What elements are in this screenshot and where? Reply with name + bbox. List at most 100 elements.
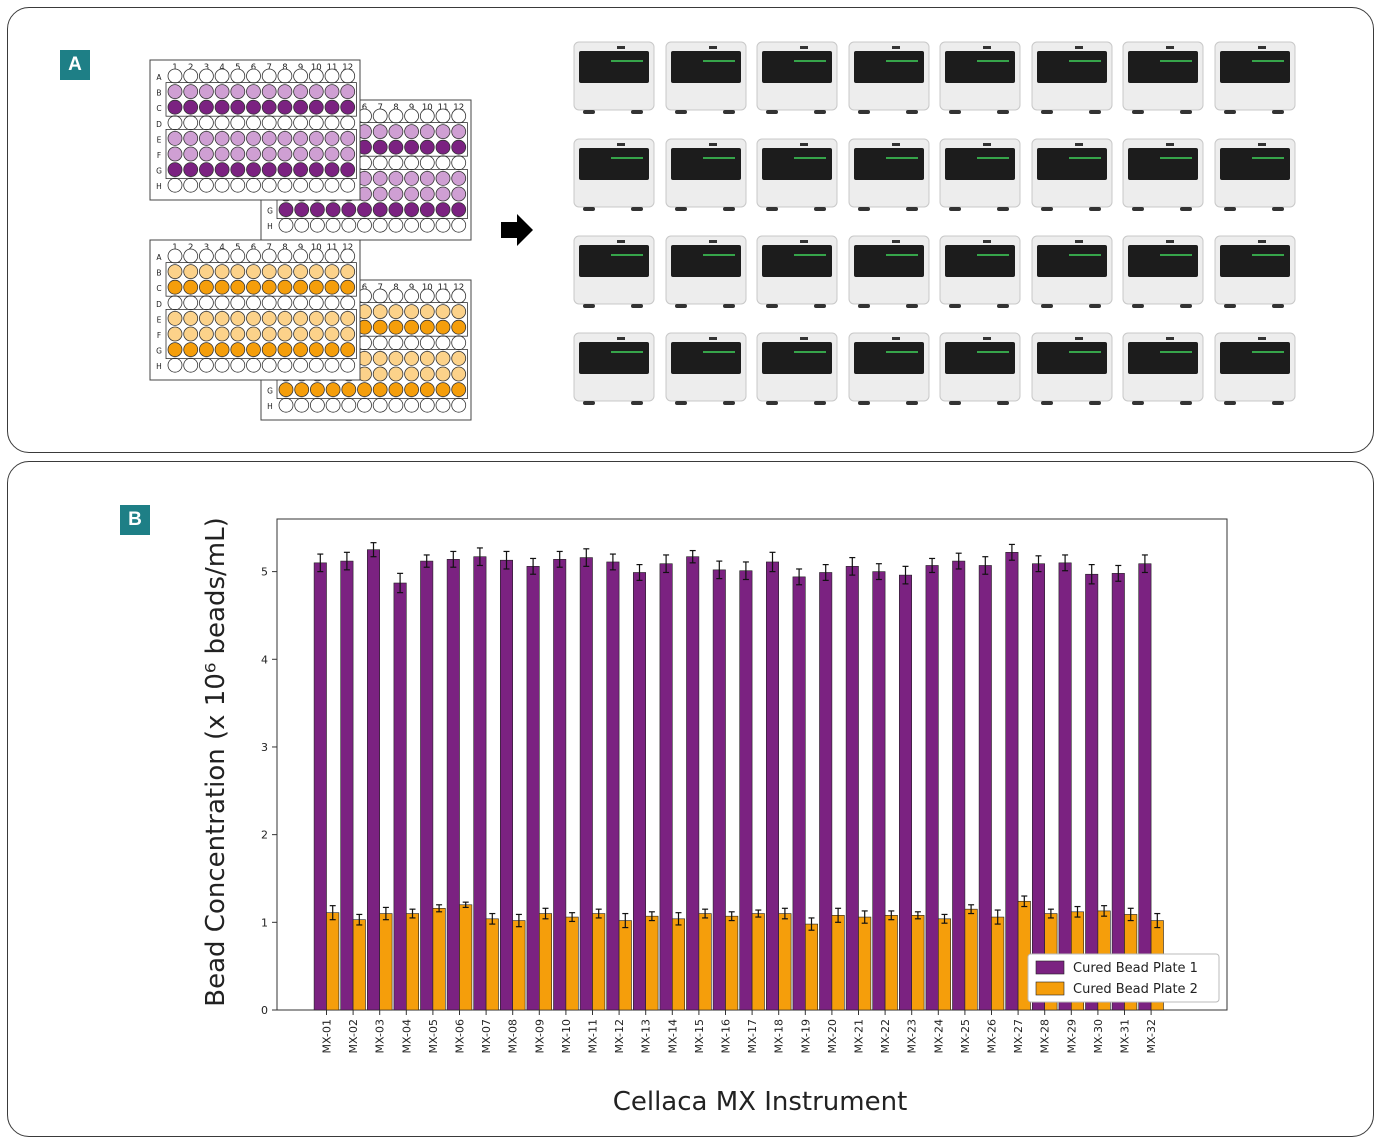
plate-well (293, 357, 309, 373)
plate-column-label: 3 (204, 63, 209, 73)
plate-column-label: 11 (438, 103, 449, 113)
plate-well (357, 397, 372, 413)
plate-well (308, 357, 324, 373)
plate-column-label: 2 (188, 63, 193, 73)
plate-well (167, 177, 183, 193)
plate-well (199, 279, 214, 295)
plate-row-label: G (156, 347, 162, 356)
plate-column-label: 12 (342, 63, 353, 73)
plate-well (324, 248, 340, 264)
plate-well (277, 357, 293, 373)
plate-well (293, 84, 309, 100)
plate-well (341, 217, 357, 233)
plate-well (230, 131, 246, 146)
plate-well (167, 146, 183, 162)
plate-column-label: 11 (327, 243, 338, 253)
plate-well (294, 202, 310, 217)
plate-well (167, 68, 183, 84)
plate-well (246, 162, 261, 177)
plate-well (451, 304, 467, 320)
plate-well (183, 295, 199, 311)
plate-well (246, 295, 261, 311)
plate-well (340, 264, 356, 280)
plate-well (404, 351, 420, 366)
plate-well (261, 248, 277, 264)
plate-well (230, 162, 246, 177)
plate-well (167, 279, 183, 295)
plate-well (340, 146, 356, 162)
plate-row-label: H (267, 222, 273, 231)
plate-well (325, 397, 341, 413)
plate-well (199, 162, 214, 177)
plate-well (183, 264, 199, 280)
plate-well (294, 397, 310, 413)
plate-well (308, 162, 324, 177)
plate-well (340, 115, 356, 131)
plate-well (230, 264, 246, 280)
plate-well (451, 351, 467, 366)
plate-well (372, 351, 388, 366)
cellaca-mx-instrument-icon (756, 138, 838, 219)
plate-well (340, 326, 356, 342)
plate-well (435, 335, 451, 351)
cellaca-mx-instrument-icon (1031, 235, 1113, 316)
plate-well (261, 264, 277, 280)
plate-well (277, 279, 293, 295)
plate-well (435, 351, 451, 366)
plate-well (183, 357, 199, 373)
plate-well (183, 326, 199, 342)
plate-well (388, 382, 404, 397)
plate-well (372, 319, 388, 335)
plate-row-label: B (156, 89, 161, 98)
plate-well (404, 139, 420, 155)
plate-well (246, 357, 261, 373)
plate-row-label: C (156, 284, 161, 293)
plate-well (308, 248, 324, 264)
plate-well (451, 186, 467, 202)
cellaca-mx-instrument-icon (1031, 138, 1113, 219)
plate-well (167, 311, 183, 326)
plate-well (308, 326, 324, 342)
plate-well (435, 202, 451, 217)
plate-well (294, 217, 310, 233)
plate-well (451, 366, 467, 382)
plate-well (293, 342, 309, 357)
plate-row-label: G (267, 207, 273, 216)
cellaca-mx-instrument-icon (665, 332, 747, 413)
plate-well (324, 264, 340, 280)
plate-well (451, 171, 467, 186)
plate-column-label: 7 (377, 103, 382, 113)
plate-well (261, 342, 277, 357)
right-arrow-icon (501, 214, 533, 246)
plate-well (199, 115, 214, 131)
plate-column-label: 11 (438, 283, 449, 293)
plate-well (324, 279, 340, 295)
plate-well (277, 342, 293, 357)
plate-row-label: H (267, 402, 273, 411)
plate-well (324, 357, 340, 373)
cellaca-mx-instrument-icon (848, 41, 930, 122)
plate-well (325, 202, 341, 217)
plate-well (246, 264, 261, 280)
plate-column-label: 9 (409, 283, 414, 293)
plate-well (167, 342, 183, 357)
plate-well (293, 68, 309, 84)
plate-well (324, 342, 340, 357)
plate-well (199, 131, 214, 146)
plate-column-label: 9 (298, 63, 303, 73)
plate-well (308, 68, 324, 84)
plate-well (308, 342, 324, 357)
plate-well (308, 99, 324, 115)
plate-well (419, 319, 435, 335)
plate-well (277, 248, 293, 264)
plate-well (388, 202, 404, 217)
plate-well (246, 248, 261, 264)
plate-well (451, 288, 467, 304)
plate-well (451, 139, 467, 155)
plate-well (277, 84, 293, 100)
plate-row-label: C (156, 104, 161, 113)
plate-well (183, 99, 199, 115)
plate-well (310, 397, 325, 413)
plate-well (388, 217, 404, 233)
plate-well (419, 382, 435, 397)
